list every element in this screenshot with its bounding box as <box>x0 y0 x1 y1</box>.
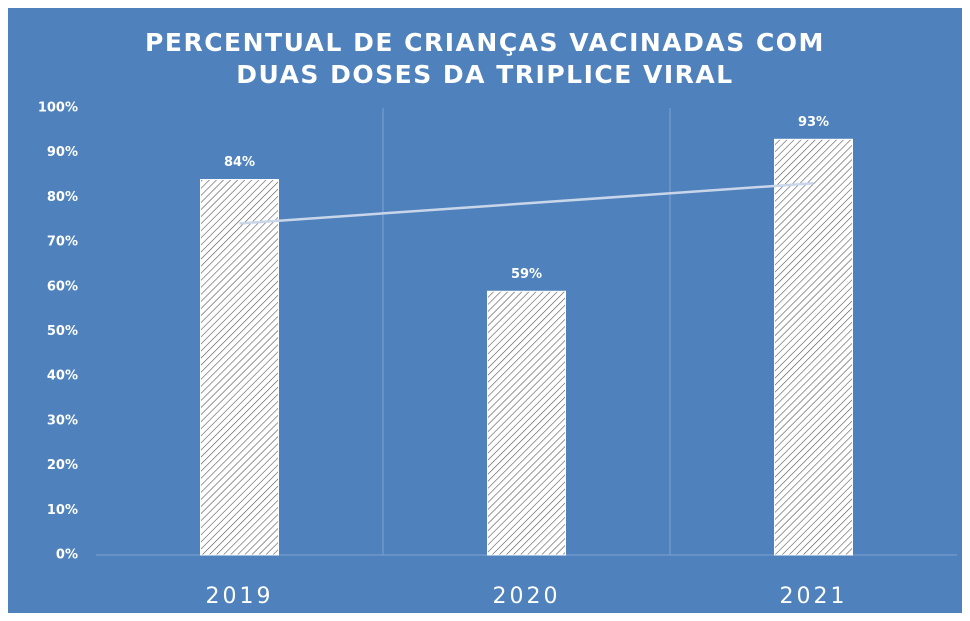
y-tick-label: 70% <box>47 235 78 250</box>
trendline <box>239 181 814 225</box>
y-tick-label: 30% <box>47 413 78 428</box>
bar <box>200 179 279 556</box>
y-tick-label: 60% <box>47 279 78 294</box>
y-tick-label: 100% <box>38 101 78 116</box>
bar <box>774 138 853 556</box>
x-tick-label: 2021 <box>780 584 848 609</box>
chart-title: DUAS DOSES DA TRIPLICE VIRAL <box>236 60 733 89</box>
y-tick-label: 40% <box>47 369 78 384</box>
y-tick-label: 80% <box>47 190 78 205</box>
data-label: 59% <box>511 267 542 282</box>
y-tick-label: 90% <box>47 145 78 160</box>
chart-title: PERCENTUAL DE CRIANÇAS VACINADAS COM <box>145 28 825 57</box>
y-tick-label: 10% <box>47 503 78 518</box>
x-tick-label: 2019 <box>206 584 274 609</box>
x-tick-label: 2020 <box>493 584 561 609</box>
bar <box>487 290 566 556</box>
data-label: 84% <box>224 155 255 170</box>
y-tick-label: 0% <box>56 548 78 563</box>
y-tick-label: 50% <box>47 324 78 339</box>
y-tick-label: 20% <box>47 458 78 473</box>
data-label: 93% <box>798 115 829 130</box>
